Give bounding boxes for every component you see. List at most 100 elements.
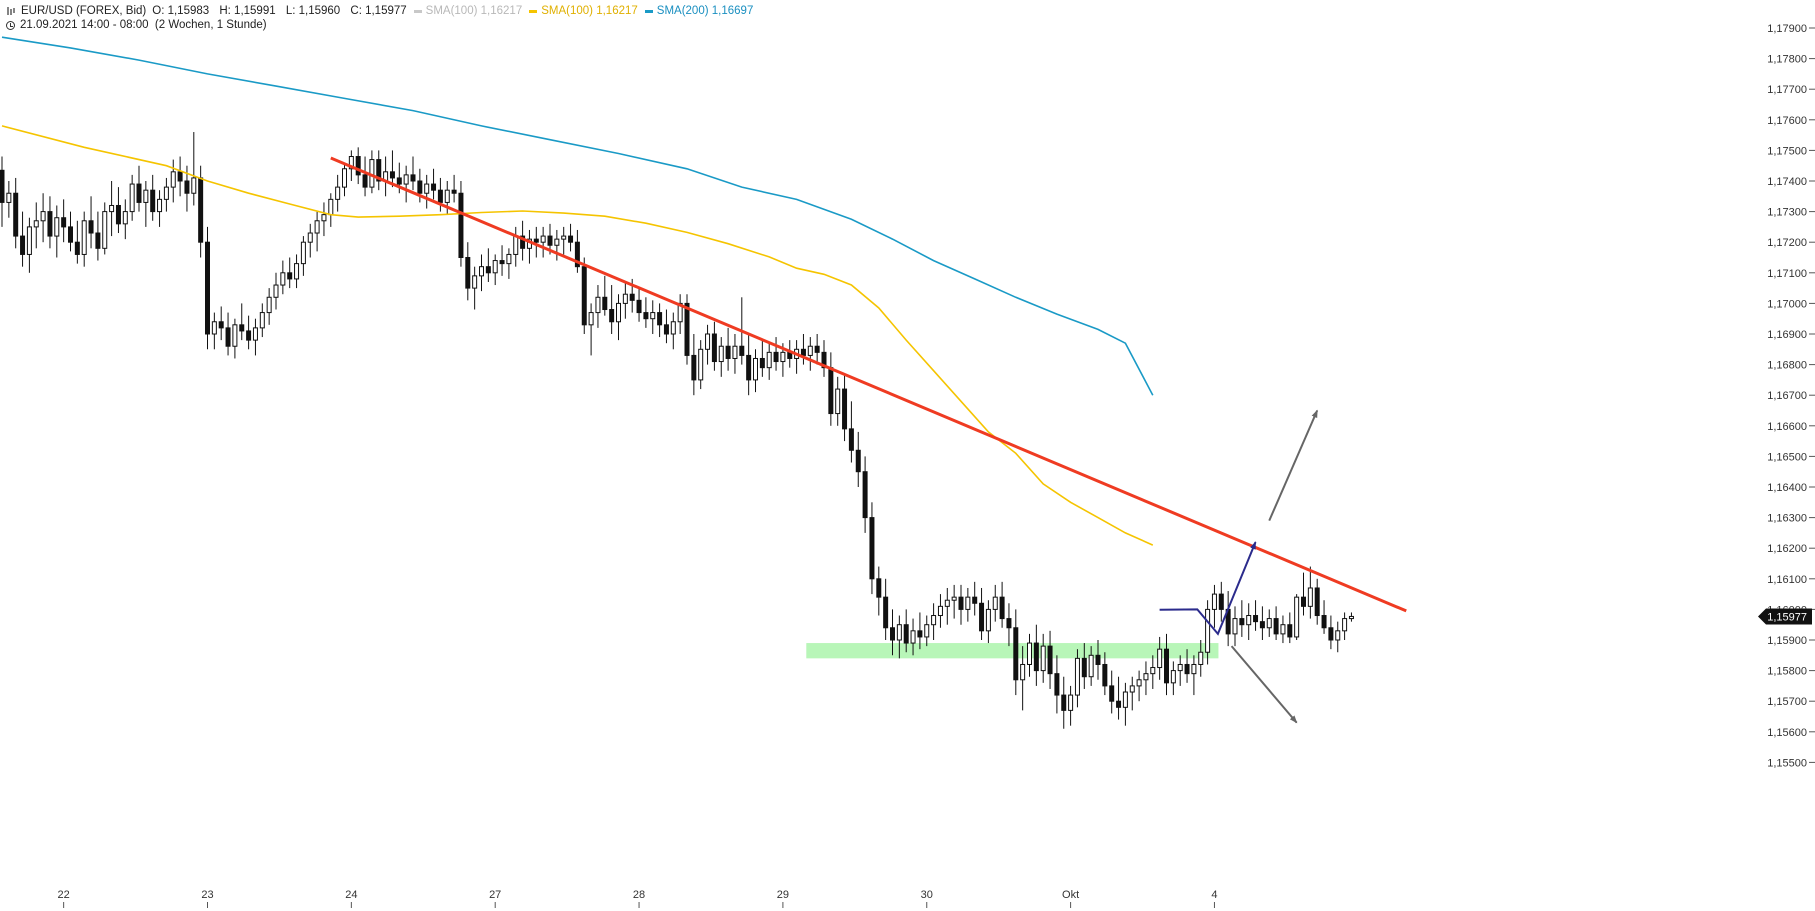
- candle: [1040, 633, 1046, 683]
- candle: [1164, 633, 1169, 696]
- x-tick-label: 24: [345, 889, 357, 901]
- x-tick-label: 28: [633, 889, 645, 901]
- candle: [232, 318, 238, 359]
- candle-body: [472, 275, 478, 289]
- candle-body: [842, 388, 848, 430]
- candle-body: [643, 312, 649, 320]
- time-axis[interactable]: 22 23 24 27 28 29 30 Okt 4: [58, 889, 1218, 908]
- candle: [958, 584, 964, 625]
- candle-body: [670, 321, 676, 335]
- candle: [54, 205, 60, 258]
- candle: [595, 285, 601, 328]
- candle-body: [184, 180, 190, 194]
- candle-body: [616, 302, 621, 323]
- candle-body: [444, 189, 450, 203]
- candle-body: [1088, 654, 1094, 678]
- candle: [68, 211, 73, 252]
- candle-body: [1054, 673, 1060, 696]
- candle-body: [321, 214, 327, 222]
- candle-body: [0, 169, 5, 203]
- candle-body: [1205, 608, 1211, 653]
- candle-body: [396, 177, 402, 185]
- candle-body: [410, 174, 416, 182]
- candle-body: [1301, 596, 1306, 607]
- candle: [657, 303, 663, 338]
- candle: [74, 220, 80, 264]
- candle-body: [883, 596, 889, 629]
- ohlc-values: O: 1,15983 H: 1,15991 L: 1,15960 C: 1,15…: [152, 4, 413, 18]
- candle: [1068, 685, 1074, 726]
- trendline: [330, 156, 1407, 613]
- last-price-label: 1,15977: [1767, 611, 1807, 623]
- candle: [1280, 615, 1286, 644]
- candle: [266, 288, 272, 325]
- candle: [1027, 633, 1032, 677]
- candle-body: [1095, 654, 1101, 665]
- candle: [129, 174, 135, 221]
- candle: [26, 217, 32, 273]
- candle-body: [81, 220, 87, 255]
- y-tick-label: 1,16900: [1767, 329, 1807, 341]
- candle: [437, 177, 443, 212]
- candle: [33, 202, 39, 249]
- candle-body: [1122, 691, 1128, 708]
- chart-type-icon[interactable]: [6, 6, 16, 16]
- x-tick-label: 22: [58, 889, 70, 901]
- candle: [492, 254, 498, 286]
- candle: [1122, 682, 1128, 726]
- candle: [581, 257, 587, 334]
- candle-body: [972, 596, 978, 604]
- header-row-range: 21.09.2021 14:00 - 08:00 (2 Wochen, 1 St…: [6, 18, 760, 32]
- x-tick-label: 23: [201, 889, 213, 901]
- candle: [561, 226, 567, 255]
- candle: [602, 275, 608, 316]
- legend-sma-grey[interactable]: SMA(100) 1,16217: [413, 4, 522, 18]
- candle: [259, 303, 265, 338]
- candle: [698, 340, 704, 390]
- candle: [1081, 643, 1087, 689]
- candle-body: [1198, 651, 1204, 665]
- candle-body: [992, 596, 998, 610]
- candle: [205, 226, 210, 350]
- candle-body: [1280, 624, 1286, 635]
- candle: [273, 272, 279, 310]
- y-tick-label: 1,17700: [1767, 84, 1807, 96]
- candle-body: [163, 186, 169, 200]
- candle: [1013, 609, 1019, 696]
- candle: [807, 337, 813, 371]
- candle: [191, 132, 197, 206]
- price-axis[interactable]: 1,17900 1,17800 1,17700 1,17600 1,17500 1,174…: [1758, 23, 1815, 769]
- legend-sma200[interactable]: SMA(200) 1,16697: [644, 4, 753, 18]
- candle: [1287, 612, 1293, 644]
- candle: [1088, 646, 1094, 686]
- candle: [403, 165, 409, 203]
- candle: [1061, 676, 1067, 729]
- candle: [170, 159, 176, 203]
- candle-body: [150, 189, 156, 213]
- y-tick-label: 1,15900: [1767, 635, 1807, 647]
- candle-body: [314, 220, 320, 234]
- candle-body: [1136, 679, 1142, 687]
- candle: [410, 156, 416, 191]
- candle: [307, 223, 313, 258]
- candle: [526, 229, 532, 264]
- candle-body: [389, 171, 395, 179]
- candle-body: [33, 220, 39, 228]
- candle: [513, 226, 519, 267]
- legend-sma100[interactable]: SMA(100) 1,16217: [529, 4, 638, 18]
- legend-sma200-swatch: [644, 9, 653, 13]
- y-tick-label: 1,16600: [1767, 421, 1807, 433]
- candle: [239, 303, 245, 341]
- candle: [47, 196, 53, 249]
- candle: [533, 226, 539, 258]
- candle-body: [540, 235, 546, 243]
- candle: [725, 327, 731, 371]
- candle-body: [622, 293, 628, 304]
- candle-body: [835, 388, 841, 415]
- candle: [451, 174, 457, 203]
- candle-body: [999, 596, 1005, 620]
- scenario-down-arrow: [1230, 645, 1298, 724]
- candle-body: [417, 180, 423, 194]
- candle-body: [1157, 648, 1163, 669]
